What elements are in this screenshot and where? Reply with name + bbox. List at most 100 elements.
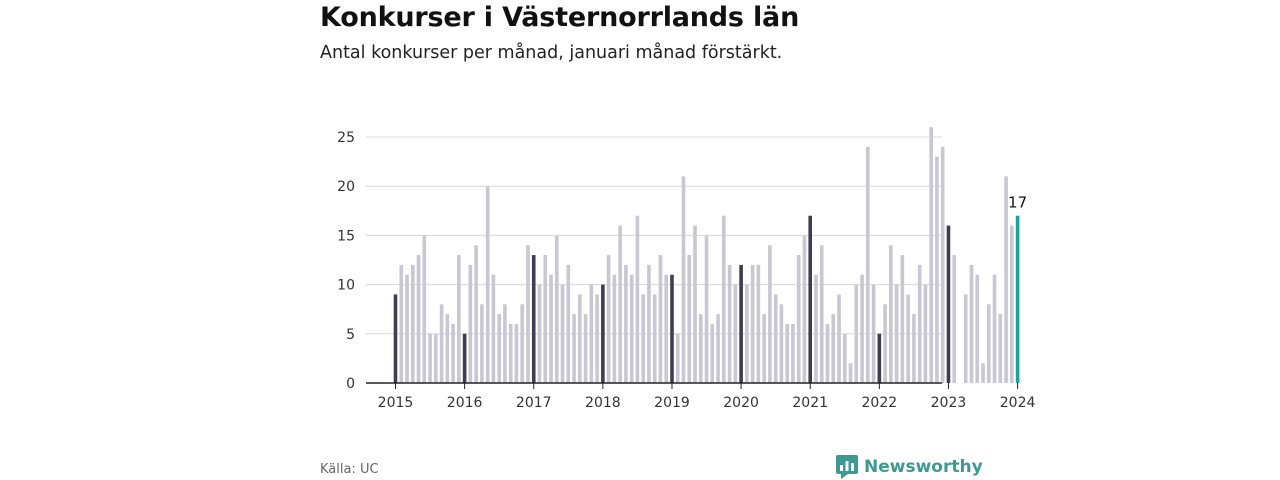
- y-tick-label: 25: [337, 130, 355, 146]
- brand-name: Newsworthy: [864, 457, 983, 477]
- bar: [675, 333, 680, 383]
- bar: [612, 274, 617, 383]
- x-tick-label: 2016: [447, 395, 483, 411]
- bar: [681, 176, 686, 383]
- bar: [768, 245, 772, 383]
- january-bar: [601, 284, 605, 383]
- y-tick-label: 20: [337, 179, 355, 195]
- bar: [825, 323, 830, 383]
- bar: [664, 274, 669, 383]
- y-tick-label: 10: [337, 278, 355, 294]
- bar: [848, 363, 853, 383]
- bar: [508, 323, 513, 383]
- bar: [416, 255, 421, 383]
- bar: [745, 284, 749, 383]
- bar: [468, 264, 473, 383]
- source-note: Källa: UC: [320, 462, 379, 477]
- january-bar: [1015, 215, 1020, 383]
- bar: [814, 274, 818, 383]
- bar: [912, 314, 916, 383]
- bar: [560, 284, 565, 383]
- january-bar: [808, 215, 813, 383]
- bar: [572, 314, 576, 383]
- bar: [779, 304, 784, 383]
- bar: [940, 146, 945, 383]
- bar: [589, 284, 594, 383]
- x-tick-label: 2022: [862, 395, 898, 411]
- bar: [906, 294, 910, 383]
- bar: [618, 225, 622, 383]
- bar: [503, 304, 507, 383]
- bar: [566, 264, 571, 383]
- bar: [756, 264, 761, 383]
- bar: [658, 255, 663, 383]
- bar: [785, 323, 789, 383]
- bars: [393, 127, 1020, 383]
- bar: [831, 314, 836, 383]
- january-bar: [531, 255, 536, 383]
- bar: [497, 314, 501, 383]
- chart-subtitle: Antal konkurser per månad, januari månad…: [320, 43, 783, 63]
- bar: [992, 274, 997, 383]
- bar: [975, 274, 980, 383]
- brand-logo: Newsworthy: [836, 455, 983, 479]
- bar: [819, 245, 824, 383]
- bar: [537, 284, 542, 383]
- x-tick-labels: 2015 2016 2017 2018 2019 2020 2021 2022 2023 2024: [378, 383, 1036, 411]
- bar: [543, 255, 548, 383]
- bar: [526, 245, 530, 383]
- bar: [727, 264, 732, 383]
- bar: [1004, 176, 1008, 383]
- bar: [986, 304, 991, 383]
- bar: [963, 294, 968, 383]
- bar: [641, 294, 645, 383]
- x-tick-label: 2018: [585, 395, 621, 411]
- bar: [716, 314, 720, 383]
- bar: [583, 314, 588, 383]
- bar: [722, 215, 726, 383]
- bar: [883, 304, 887, 383]
- bar: [595, 294, 599, 383]
- bar: [698, 314, 703, 383]
- bar: [485, 186, 490, 383]
- bar: [710, 323, 715, 383]
- bar: [923, 284, 928, 383]
- y-tick-label: 15: [337, 228, 355, 244]
- bar: [451, 323, 455, 383]
- bar: [894, 284, 899, 383]
- bar: [998, 314, 1003, 383]
- january-bar: [877, 333, 882, 383]
- bar: [422, 235, 427, 383]
- bar: [981, 363, 985, 383]
- bar: [399, 264, 404, 383]
- january-bar: [670, 274, 674, 383]
- x-tick-label: 2019: [654, 395, 690, 411]
- bar: [762, 314, 766, 383]
- y-tick-label: 0: [346, 376, 355, 392]
- x-tick-label: 2024: [1000, 395, 1036, 411]
- bar: [606, 255, 611, 383]
- bar: [704, 235, 709, 383]
- y-tick-labels: 0 5 10 15 20 25: [337, 130, 355, 392]
- latest-value-label: 17: [1008, 194, 1027, 212]
- bar: [514, 323, 519, 383]
- bar: [935, 156, 939, 383]
- bar: [578, 294, 582, 383]
- bar: [860, 274, 864, 383]
- bar: [1010, 225, 1014, 383]
- january-bar: [393, 294, 398, 383]
- bar: [405, 274, 409, 383]
- bar: [520, 304, 525, 383]
- bar: [687, 255, 692, 383]
- bar: [629, 274, 634, 383]
- bar: [457, 255, 461, 383]
- x-tick-label: 2023: [931, 395, 967, 411]
- bar: [837, 294, 841, 383]
- bar: [652, 294, 657, 383]
- x-tick-label: 2021: [792, 395, 828, 411]
- bar: [410, 264, 415, 383]
- january-bar: [739, 264, 743, 383]
- bar: [750, 264, 755, 383]
- x-tick-label: 2015: [378, 395, 414, 411]
